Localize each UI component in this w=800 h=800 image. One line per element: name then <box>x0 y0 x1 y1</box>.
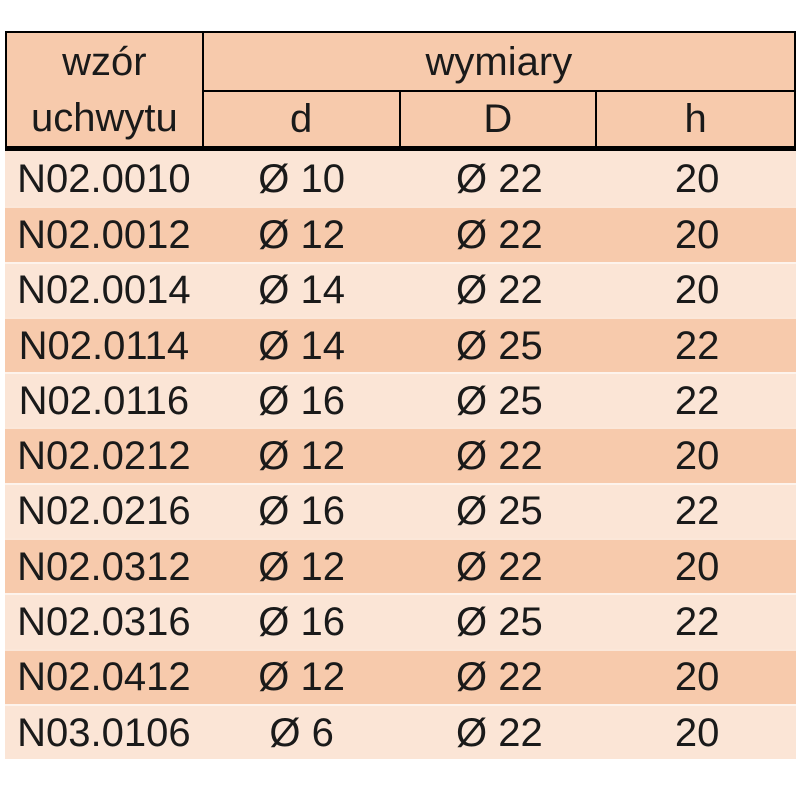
table-row: N02.0014 Ø 14 Ø 22 20 <box>5 261 796 317</box>
table-cell-D: Ø 22 <box>456 655 543 700</box>
table-cell-h: 20 <box>674 710 720 755</box>
table-cell-code: N02.0212 <box>17 434 191 479</box>
table-cell-D: Ø 22 <box>456 710 543 755</box>
table-cell-h: 22 <box>674 489 720 534</box>
table-cell-h: 20 <box>674 434 720 479</box>
table-row: N02.0012 Ø 12 Ø 22 20 <box>5 206 796 262</box>
header-pattern-line2: uchwytu <box>31 95 178 140</box>
table-cell-code: N02.0316 <box>17 600 191 645</box>
table-cell-h: 20 <box>674 212 720 257</box>
table-cell-D: Ø 25 <box>456 600 543 645</box>
header-cell-d: d <box>204 92 401 146</box>
table-row: N02.0116 Ø 16 Ø 25 22 <box>5 372 796 428</box>
header-cell-pattern: wzór uchwytu <box>7 33 204 146</box>
table-cell-d: Ø 12 <box>258 212 345 257</box>
header-cell-h: h <box>684 97 707 141</box>
table-row: N02.0114 Ø 14 Ø 25 22 <box>5 316 796 373</box>
table-row: N02.0316 Ø 16 Ø 25 22 <box>5 593 796 649</box>
table-cell-d: Ø 12 <box>258 434 345 479</box>
dimensions-table: wzór uchwytu wymiary d D h N02.0010 Ø 10… <box>5 31 796 760</box>
table-row: N02.0212 Ø 12 Ø 22 20 <box>5 427 796 483</box>
table-cell-D: Ø 25 <box>456 378 543 423</box>
table-cell-d: Ø 10 <box>258 156 345 201</box>
table-cell-h: 22 <box>674 600 720 645</box>
table-cell-D: Ø 22 <box>456 212 543 257</box>
table-cell-d: Ø 14 <box>258 323 345 368</box>
table-row: N02.0010 Ø 10 Ø 22 20 <box>5 151 796 207</box>
table-cell-code: N02.0014 <box>17 268 191 313</box>
table-cell-D: Ø 22 <box>456 156 543 201</box>
table-cell-d: Ø 12 <box>258 544 345 589</box>
table-cell-code: N02.0010 <box>17 156 191 201</box>
table-cell-h: 20 <box>674 655 720 700</box>
table-cell-code: N03.0106 <box>17 710 191 755</box>
table-cell-h: 20 <box>674 544 720 589</box>
table-cell-code: N02.0116 <box>18 378 190 423</box>
table-cell-code: N02.0216 <box>17 489 191 534</box>
table-cell-code: N02.0114 <box>18 323 190 368</box>
table-row: N02.0216 Ø 16 Ø 25 22 <box>5 482 796 539</box>
table-cell-h: 22 <box>674 378 720 423</box>
table-header: wzór uchwytu wymiary d D h <box>5 31 796 151</box>
table-cell-h: 20 <box>674 156 720 201</box>
table-cell-h: 20 <box>674 268 720 313</box>
table-cell-code: N02.0012 <box>17 212 191 257</box>
table-row: N02.0412 Ø 12 Ø 22 20 <box>5 648 796 704</box>
table-row: N03.0106 Ø 6 Ø 22 20 <box>5 703 796 760</box>
header-pattern-line1: wzór <box>62 39 147 84</box>
table-cell-code: N02.0312 <box>17 544 191 589</box>
table-cell-d: Ø 6 <box>269 710 334 755</box>
table-cell-d: Ø 14 <box>258 268 345 313</box>
table-cell-D: Ø 22 <box>456 434 543 479</box>
table-cell-D: Ø 22 <box>456 544 543 589</box>
table-row: N02.0312 Ø 12 Ø 22 20 <box>5 538 796 594</box>
table-cell-D: Ø 22 <box>456 268 543 313</box>
table-cell-d: Ø 12 <box>258 655 345 700</box>
table-cell-h: 22 <box>674 323 720 368</box>
table-body: N02.0010 Ø 10 Ø 22 20 N02.0012 Ø 12 Ø 22… <box>5 151 796 760</box>
header-cell-dimensions-group: wymiary <box>203 33 794 92</box>
table-cell-d: Ø 16 <box>258 600 345 645</box>
table-cell-D: Ø 25 <box>456 323 543 368</box>
header-cell-D: D <box>401 92 598 146</box>
table-cell-code: N02.0412 <box>17 655 191 700</box>
table-cell-d: Ø 16 <box>258 378 345 423</box>
table-cell-d: Ø 16 <box>258 489 345 534</box>
table-cell-D: Ø 25 <box>456 489 543 534</box>
